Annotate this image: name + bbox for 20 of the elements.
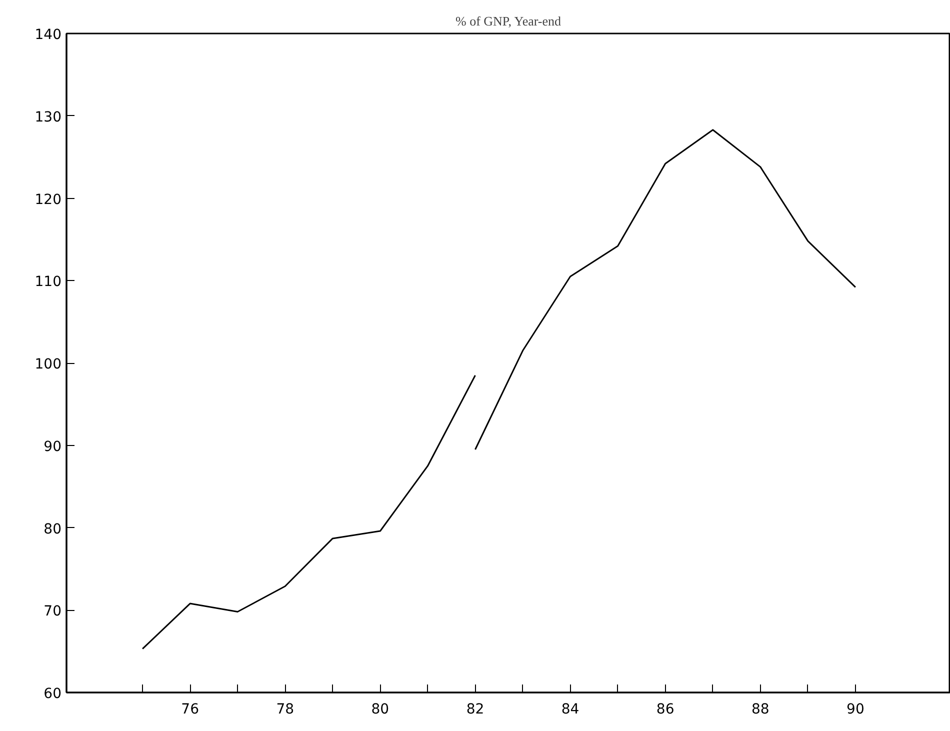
y-tick-label: 60 bbox=[44, 686, 62, 702]
x-tick-label: 88 bbox=[751, 702, 770, 718]
x-tick-label: 86 bbox=[656, 702, 674, 718]
x-tick-label: 82 bbox=[466, 702, 484, 718]
y-tick-label: 120 bbox=[34, 192, 62, 208]
y-tick-label: 130 bbox=[34, 109, 62, 126]
x-tick-label: 84 bbox=[561, 702, 580, 718]
line-series bbox=[474, 129, 856, 450]
y-tick-label: 80 bbox=[44, 521, 62, 538]
x-tick-label: 78 bbox=[276, 702, 294, 718]
line-series bbox=[142, 374, 476, 650]
x-tick-label: 76 bbox=[181, 702, 200, 718]
y-tick-label: 140 bbox=[34, 27, 62, 43]
y-tick-label: 70 bbox=[44, 604, 62, 620]
x-tick-label: 90 bbox=[846, 702, 864, 718]
y-tick-label: 90 bbox=[44, 438, 62, 455]
x-tick-label: 80 bbox=[371, 702, 390, 718]
chart-title: % of GNP, Year-end bbox=[455, 14, 562, 28]
y-tick-label: 100 bbox=[34, 356, 62, 372]
y-tick-label: 110 bbox=[34, 274, 62, 290]
